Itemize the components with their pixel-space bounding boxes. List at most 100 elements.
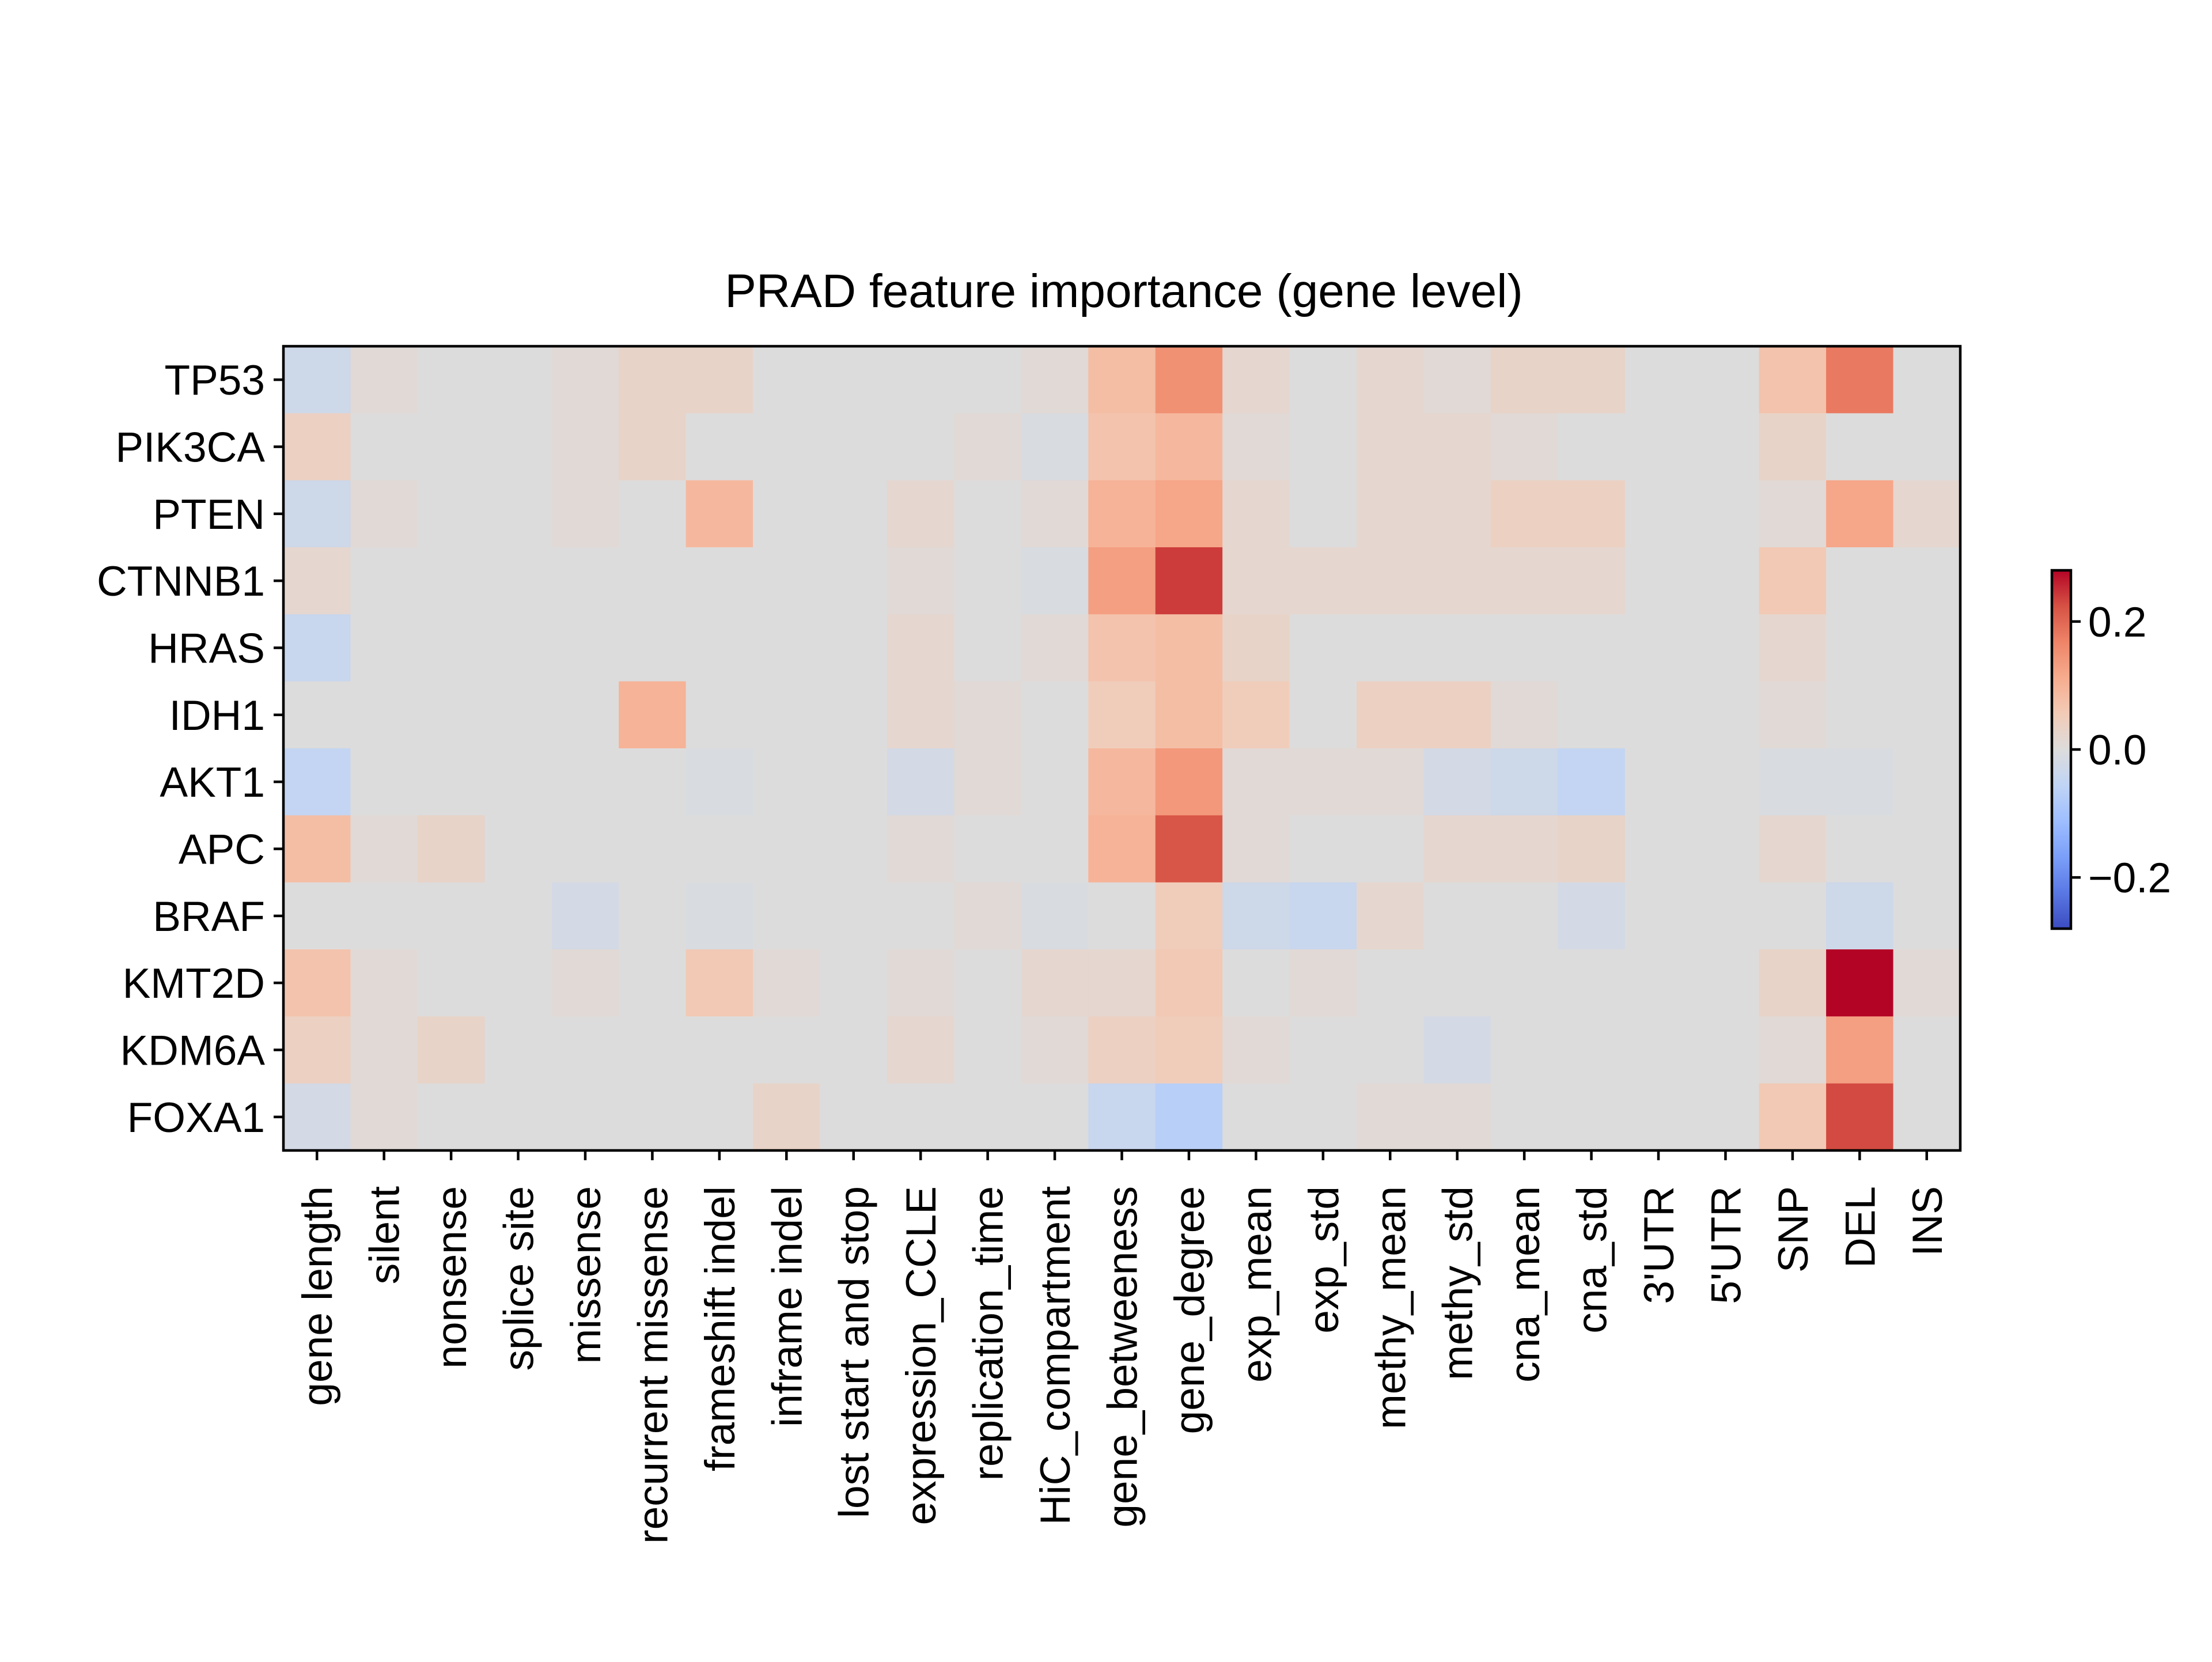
heatmap-cell (417, 614, 485, 682)
heatmap-cell (954, 815, 1022, 883)
heatmap-cell (887, 949, 955, 1017)
heatmap-cell (887, 614, 955, 682)
heatmap-cell (619, 882, 687, 950)
heatmap-cell (1423, 1083, 1491, 1151)
heatmap-cell (1021, 1016, 1089, 1084)
heatmap-cell (753, 949, 821, 1017)
heatmap-cell (820, 346, 888, 414)
heatmap-cell (1893, 748, 1961, 816)
heatmap-cell (484, 949, 552, 1017)
heatmap-cell (1423, 949, 1491, 1017)
heatmap-cell (1289, 748, 1357, 816)
heatmap-cell (1155, 547, 1223, 615)
heatmap-cell (350, 1083, 418, 1151)
heatmap-cell (1289, 346, 1357, 414)
heatmap-cell (685, 413, 753, 481)
heatmap-cell (1692, 815, 1760, 883)
heatmap-cell (1490, 949, 1558, 1017)
x-tick-label: replication_time (965, 1186, 1012, 1481)
heatmap-cell (1222, 480, 1290, 548)
heatmap-cell (1155, 882, 1223, 950)
heatmap-cell (1021, 681, 1089, 749)
heatmap-cell (1088, 547, 1156, 615)
heatmap-cell (1155, 1016, 1223, 1084)
x-tick-label: frameshift indel (697, 1186, 744, 1471)
heatmap-cell (1490, 346, 1558, 414)
heatmap-cell (1624, 547, 1692, 615)
y-tick-label: PTEN (153, 491, 265, 538)
heatmap-cell (1692, 547, 1760, 615)
heatmap-cell (887, 346, 955, 414)
x-tick-label: SNP (1770, 1186, 1817, 1273)
heatmap-cell (1423, 547, 1491, 615)
heatmap-cell (1624, 815, 1692, 883)
heatmap-cell (1021, 1083, 1089, 1151)
heatmap-cell (1490, 1083, 1558, 1151)
heatmap-cell (1692, 882, 1760, 950)
heatmap-cell (1289, 413, 1357, 481)
heatmap-cell (551, 1016, 619, 1084)
heatmap-cell (1222, 614, 1290, 682)
heatmap-cell (1155, 413, 1223, 481)
x-tick-label: cna_mean (1502, 1186, 1548, 1383)
heatmap-cell (954, 882, 1022, 950)
heatmap-cell (1357, 949, 1425, 1017)
heatmap-cell (1222, 346, 1290, 414)
y-tick-label: APC (179, 827, 265, 873)
heatmap-cell (1357, 882, 1425, 950)
heatmap-cell (551, 413, 619, 481)
x-tick-label: gene_betweeness (1100, 1186, 1146, 1528)
heatmap-cell (1490, 547, 1558, 615)
heatmap-cell (551, 346, 619, 414)
heatmap-cell (1357, 681, 1425, 749)
heatmap-cell (283, 1016, 351, 1084)
heatmap-cell (1021, 346, 1089, 414)
heatmap-cell (954, 748, 1022, 816)
heatmap-cell (1692, 681, 1760, 749)
heatmap-cell (1357, 480, 1425, 548)
heatmap-cell (1289, 1083, 1357, 1151)
x-tick-label: expression_CCLE (898, 1186, 945, 1525)
heatmap-cell (551, 882, 619, 950)
heatmap-cell (1021, 949, 1089, 1017)
heatmap-cell (417, 748, 485, 816)
y-tick-label: TP53 (165, 357, 265, 404)
heatmap-cell (417, 346, 485, 414)
heatmap-cell (619, 815, 687, 883)
y-tick-label: CTNNB1 (97, 558, 265, 605)
heatmap-cell (1624, 681, 1692, 749)
heatmap-cell (551, 1083, 619, 1151)
y-axis: TP53 PIK3CA PTEN CTNNB1 HRAS IDH1 AKT1 APC BRAF K… (97, 357, 283, 1141)
heatmap-cell (1357, 815, 1425, 883)
heatmap-cell (484, 748, 552, 816)
heatmap-cell (1155, 815, 1223, 883)
heatmap-cell (1692, 1083, 1760, 1151)
heatmap-cell (1759, 480, 1827, 548)
heatmap-cell (954, 1016, 1022, 1084)
heatmap-cell (551, 681, 619, 749)
heatmap-cell (619, 547, 687, 615)
heatmap-cell (619, 748, 687, 816)
heatmap-cell (1893, 815, 1961, 883)
heatmap-cell (484, 346, 552, 414)
heatmap-cell (1893, 614, 1961, 682)
heatmap-cell (1759, 882, 1827, 950)
x-tick-label: inframe indel (764, 1186, 810, 1427)
heatmap-cell (1692, 614, 1760, 682)
heatmap-cell (1826, 882, 1894, 950)
heatmap-cell (954, 480, 1022, 548)
x-tick-label: HiC_compartment (1032, 1186, 1079, 1525)
heatmap-cell (350, 413, 418, 481)
heatmap-cells (283, 346, 1961, 1151)
heatmap-cell (1893, 547, 1961, 615)
heatmap-cell (1423, 815, 1491, 883)
heatmap-cell (1893, 1083, 1961, 1151)
y-tick-label: KDM6A (120, 1028, 265, 1074)
heatmap-cell (1423, 1016, 1491, 1084)
heatmap-cell (954, 949, 1022, 1017)
heatmap-cell (484, 815, 552, 883)
y-tick-label: AKT1 (160, 759, 265, 806)
heatmap-cell (1222, 748, 1290, 816)
heatmap-cell (753, 614, 821, 682)
